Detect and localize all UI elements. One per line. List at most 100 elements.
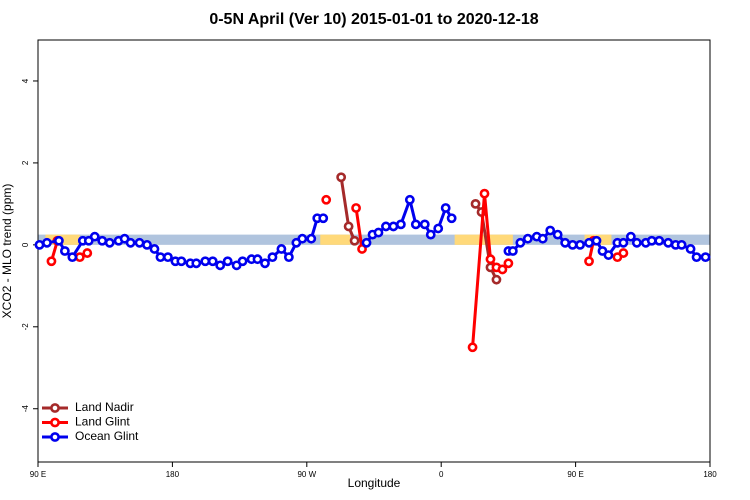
data-point bbox=[545, 225, 556, 236]
data-point bbox=[584, 256, 594, 267]
data-point bbox=[343, 221, 354, 232]
data-point bbox=[591, 235, 602, 246]
data-point bbox=[700, 252, 711, 263]
data-point bbox=[104, 237, 115, 248]
y-tick-label: -4 bbox=[21, 405, 30, 413]
data-point bbox=[625, 231, 636, 242]
data-point bbox=[485, 254, 496, 265]
data-point bbox=[676, 239, 687, 250]
y-tick-label: 2 bbox=[21, 160, 30, 165]
data-point bbox=[89, 231, 100, 242]
data-point bbox=[176, 256, 187, 267]
plot-frame bbox=[37, 39, 711, 463]
data-point bbox=[82, 248, 93, 258]
data-point bbox=[618, 237, 629, 248]
data-point bbox=[34, 239, 45, 250]
data-point bbox=[584, 237, 594, 248]
data-point bbox=[351, 203, 361, 213]
data-point bbox=[361, 237, 372, 248]
data-point bbox=[67, 252, 78, 263]
data-point bbox=[515, 237, 526, 248]
data-point bbox=[215, 260, 226, 271]
data-point bbox=[507, 246, 518, 256]
data-point bbox=[419, 219, 430, 230]
x-tick-label: 90 W bbox=[297, 470, 316, 479]
data-point bbox=[373, 227, 384, 238]
data-point bbox=[297, 233, 308, 244]
data-point bbox=[467, 342, 478, 353]
data-point bbox=[685, 244, 696, 254]
ocean-band bbox=[38, 234, 710, 245]
y-tick-label: -2 bbox=[21, 323, 30, 331]
data-point bbox=[276, 244, 287, 254]
data-point bbox=[560, 237, 571, 248]
data-point bbox=[691, 252, 702, 263]
data-point bbox=[267, 252, 278, 263]
data-point bbox=[410, 219, 421, 230]
data-point bbox=[381, 221, 391, 232]
data-point bbox=[357, 244, 367, 254]
data-point bbox=[207, 256, 218, 267]
data-point bbox=[260, 258, 270, 269]
data-point bbox=[155, 252, 166, 263]
data-point bbox=[321, 194, 332, 205]
data-point bbox=[349, 235, 360, 246]
legend-label: Land Nadir bbox=[75, 400, 134, 414]
data-point bbox=[46, 256, 57, 267]
chart-title: 0-5N April (Ver 10) 2015-01-01 to 2020-1… bbox=[209, 11, 538, 28]
data-point bbox=[479, 188, 490, 199]
data-point bbox=[74, 252, 85, 263]
data-point bbox=[433, 223, 444, 234]
x-tick-label: 180 bbox=[703, 470, 717, 479]
data-point bbox=[149, 244, 160, 254]
data-point bbox=[646, 235, 657, 246]
data-point bbox=[663, 237, 674, 248]
data-point bbox=[318, 213, 329, 224]
data-point bbox=[470, 198, 481, 209]
land-band bbox=[320, 234, 351, 245]
data-point bbox=[497, 264, 508, 275]
data-point bbox=[200, 256, 211, 267]
data-point bbox=[97, 235, 108, 246]
legend-marker bbox=[50, 432, 60, 442]
data-point bbox=[252, 254, 263, 265]
y-axis-label: XCO2 - MLO trend (ppm) bbox=[0, 184, 14, 319]
data-point bbox=[54, 235, 64, 246]
series-line bbox=[49, 193, 625, 348]
land-band bbox=[454, 234, 513, 245]
data-point bbox=[237, 256, 248, 267]
x-axis-label: Longitude bbox=[348, 476, 401, 490]
legend-label: Ocean Glint bbox=[75, 429, 139, 443]
data-point bbox=[283, 252, 294, 263]
data-point bbox=[388, 221, 399, 232]
x-tick-label: 90 E bbox=[567, 470, 583, 479]
data-point bbox=[336, 172, 347, 183]
data-point bbox=[425, 229, 436, 240]
data-point bbox=[603, 250, 614, 260]
data-point bbox=[404, 194, 415, 205]
data-point bbox=[134, 237, 145, 248]
data-point bbox=[163, 252, 173, 263]
data-point bbox=[42, 237, 52, 248]
data-point bbox=[522, 233, 533, 244]
data-point bbox=[575, 239, 585, 250]
data-point bbox=[503, 258, 514, 269]
data-point bbox=[618, 248, 629, 258]
data-point bbox=[59, 246, 70, 256]
x-tick-label: 180 bbox=[166, 470, 180, 479]
data-point bbox=[567, 239, 578, 250]
data-point bbox=[142, 239, 152, 250]
data-point bbox=[552, 229, 563, 240]
data-point bbox=[125, 237, 136, 248]
data-point bbox=[395, 219, 406, 230]
y-tick-label: 0 bbox=[21, 242, 30, 247]
data-point bbox=[191, 258, 202, 269]
data-point bbox=[654, 235, 665, 246]
data-point bbox=[306, 233, 317, 244]
data-point bbox=[631, 237, 642, 248]
legend-marker bbox=[50, 417, 60, 428]
series-line bbox=[339, 177, 498, 281]
legend-marker bbox=[50, 403, 60, 413]
